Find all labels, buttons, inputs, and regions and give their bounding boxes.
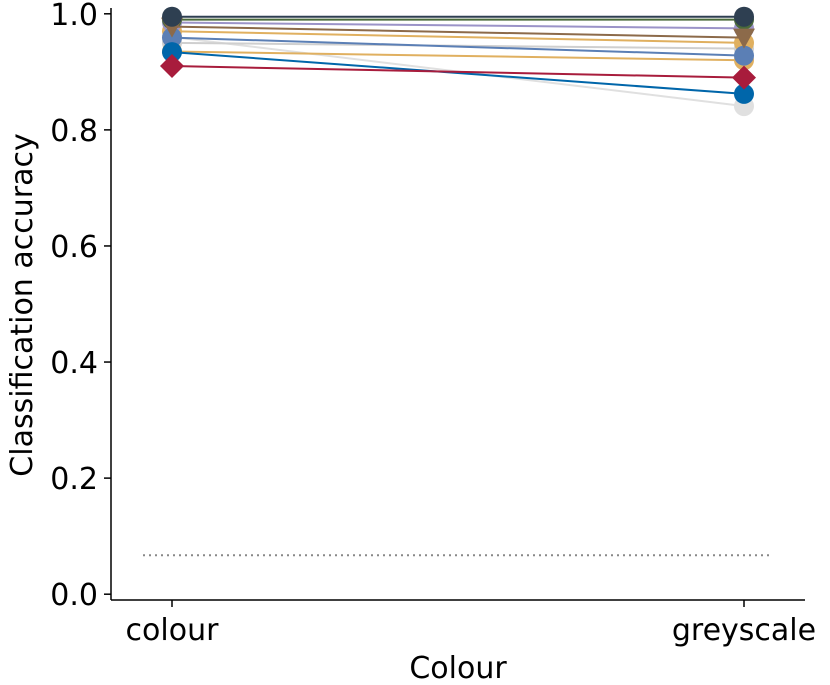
- y-tick-label: 0.8: [50, 114, 98, 149]
- x-axis-label: Colour: [409, 651, 507, 681]
- y-tick-label: 0.2: [50, 462, 98, 497]
- series-line: [171, 25, 745, 39]
- series-line: [171, 21, 745, 30]
- marker: [733, 28, 755, 49]
- marker: [734, 45, 754, 66]
- marker: [732, 65, 756, 90]
- marker: [734, 83, 754, 104]
- series-line: [171, 36, 745, 57]
- y-axis-label: Classification accuracy: [5, 133, 40, 476]
- series-line: [171, 65, 745, 79]
- x-tick-label: colour: [126, 613, 220, 648]
- x-tick-label: greyscale: [672, 613, 816, 648]
- series-line: [171, 51, 745, 95]
- marker: [162, 27, 182, 48]
- marker: [160, 54, 184, 79]
- marker: [162, 6, 182, 27]
- series-line: [171, 50, 745, 62]
- y-tick-label: 0.4: [50, 346, 98, 381]
- marker: [162, 42, 182, 63]
- y-tick-label: 0.6: [50, 230, 98, 265]
- marker: [734, 6, 754, 27]
- y-tick-label: 1.0: [50, 0, 98, 33]
- series-line: [171, 30, 745, 44]
- y-tick-label: 0.0: [50, 578, 98, 613]
